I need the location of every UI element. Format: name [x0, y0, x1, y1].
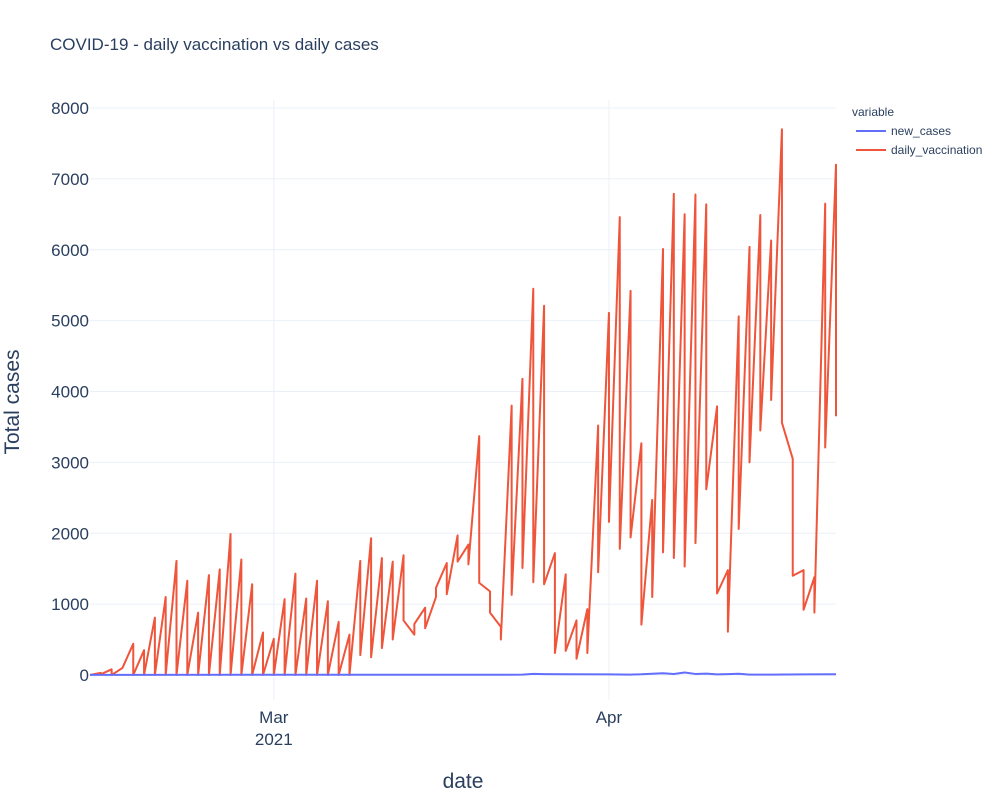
x-tick-label: Mar — [259, 708, 289, 727]
grid — [90, 100, 836, 700]
y-axis-title: Total cases — [1, 349, 24, 454]
legend-item-label: daily_vaccination — [891, 143, 982, 157]
chart-title: COVID-19 - daily vaccination vs daily ca… — [50, 35, 379, 54]
y-tick-label: 6000 — [51, 241, 89, 260]
y-tick-label: 8000 — [51, 99, 89, 118]
x-tick-sublabel: 2021 — [255, 730, 293, 749]
x-axis-ticks: Mar 2021 Apr — [255, 708, 623, 749]
series-line-daily-vaccination — [89, 128, 837, 676]
y-tick-label: 7000 — [51, 170, 89, 189]
series-lines — [89, 128, 837, 676]
y-tick-label: 1000 — [51, 595, 89, 614]
y-tick-label: 5000 — [51, 312, 89, 331]
legend-items: new_cases daily_vaccination — [856, 124, 982, 157]
x-tick-label: Apr — [596, 708, 623, 727]
legend-item-label: new_cases — [891, 124, 951, 138]
legend: variable new_cases daily_vaccination — [852, 105, 982, 157]
y-tick-label: 4000 — [51, 383, 89, 402]
legend-title: variable — [852, 105, 894, 119]
y-tick-label: 3000 — [51, 453, 89, 472]
y-axis-ticks: 0 1000 2000 3000 4000 5000 6000 7000 8000 — [51, 99, 89, 685]
x-axis-title: date — [443, 770, 484, 793]
y-tick-label: 0 — [80, 666, 89, 685]
y-tick-label: 2000 — [51, 524, 89, 543]
series-line-new-cases — [89, 671, 837, 676]
